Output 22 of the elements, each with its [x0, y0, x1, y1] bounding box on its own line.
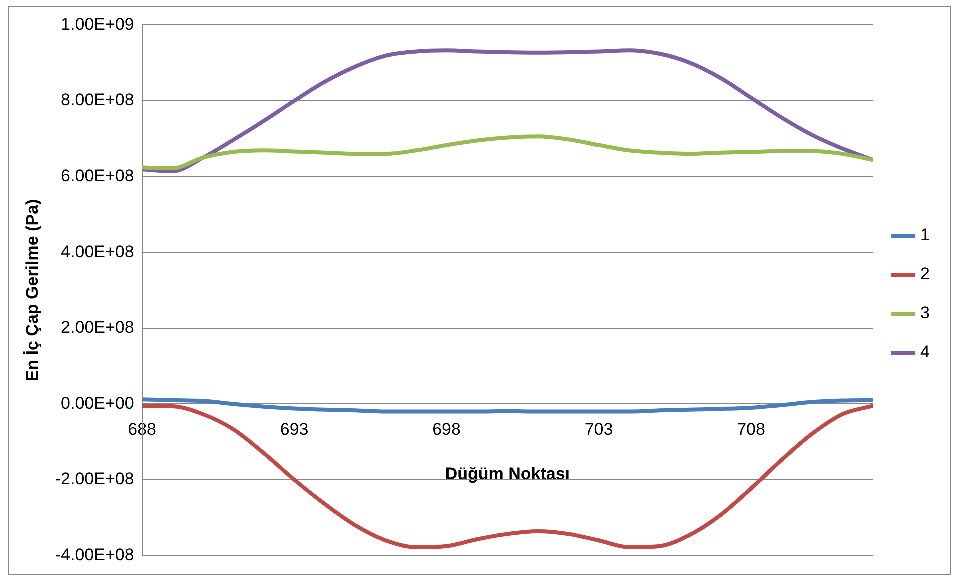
y-tick-label: -4.00E+08: [55, 545, 134, 564]
line-series: [142, 134, 874, 170]
y-tick-label: 0.00E+00: [61, 394, 134, 413]
y-tick-label: 8.00E+08: [61, 90, 134, 110]
y-tick-label: -2.00E+08: [55, 470, 134, 489]
x-tick-label: 693: [280, 420, 309, 440]
legend-label: 1: [920, 226, 930, 245]
legend-label: 2: [920, 264, 930, 284]
y-tick-label: 6.00E+08: [61, 166, 134, 186]
line-series: [142, 398, 874, 414]
y-axis-title: En İç Çap Gerilme (Pa): [22, 199, 42, 382]
x-tick-label: 703: [584, 420, 614, 440]
legend-label: 4: [920, 342, 930, 362]
line-series: [142, 48, 874, 174]
y-tick-label: 1.00E+09: [61, 14, 134, 34]
y-tick-label: 4.00E+08: [61, 242, 134, 262]
x-tick-label: 698: [432, 420, 461, 440]
y-tick-label: 2.00E+08: [61, 318, 134, 338]
x-tick-label: 708: [737, 420, 766, 440]
legend-label: 3: [920, 304, 930, 323]
x-axis-title: Düğüm Noktası: [445, 464, 570, 484]
x-tick-label: 688: [128, 420, 157, 440]
